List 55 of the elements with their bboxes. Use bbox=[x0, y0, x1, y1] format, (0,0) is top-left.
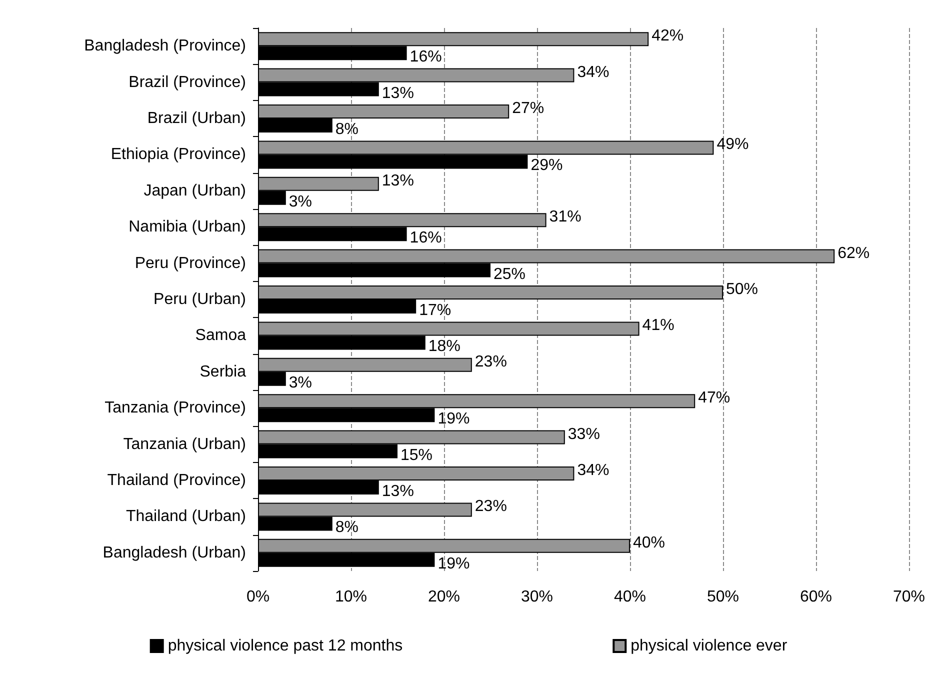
data-label: 15% bbox=[400, 446, 433, 464]
legend-label: physical violence past 12 months bbox=[168, 638, 403, 654]
data-label: 8% bbox=[335, 121, 359, 138]
x-tick-label: 30% bbox=[520, 588, 554, 606]
y-tick-label: Bangladesh (Urban) bbox=[102, 544, 246, 562]
data-label: 34% bbox=[577, 462, 610, 479]
data-label: 3% bbox=[288, 374, 312, 392]
legend-label: physical violence ever bbox=[630, 638, 788, 654]
data-label: 29% bbox=[530, 157, 563, 174]
y-tick-label: Tanzania (Province) bbox=[104, 400, 246, 417]
data-label: 13% bbox=[382, 84, 414, 102]
y-tick-label: Japan (Urban) bbox=[144, 182, 246, 200]
data-label: 42% bbox=[652, 28, 684, 45]
data-label: 13% bbox=[382, 483, 414, 500]
y-tick-label: Peru (Province) bbox=[134, 254, 246, 272]
x-tick-label: 70% bbox=[892, 588, 926, 606]
data-label: 62% bbox=[838, 244, 870, 262]
data-label: 23% bbox=[474, 353, 507, 370]
y-tick-label: Tanzania (Urban) bbox=[123, 436, 246, 453]
data-label: 19% bbox=[438, 410, 470, 428]
x-tick-label: 40% bbox=[614, 588, 646, 606]
y-tick-label: Namibia (Urban) bbox=[128, 218, 246, 236]
data-label: 23% bbox=[474, 498, 507, 516]
x-tick-label: 20% bbox=[428, 588, 460, 606]
y-tick-label: Samoa bbox=[195, 327, 246, 344]
data-label: 49% bbox=[716, 136, 749, 154]
data-label: 31% bbox=[549, 208, 582, 226]
data-label: 40% bbox=[633, 534, 666, 552]
data-label: 16% bbox=[410, 48, 442, 66]
x-tick-label: 60% bbox=[800, 588, 832, 606]
y-tick-label: Serbia bbox=[200, 363, 246, 380]
x-tick-label: 10% bbox=[334, 588, 368, 606]
y-tick-label: Bangladesh (Province) bbox=[84, 38, 246, 55]
y-tick-label: Brazil (Urban) bbox=[147, 110, 246, 127]
y-tick-label: Brazil (Province) bbox=[128, 74, 246, 91]
data-label: 33% bbox=[568, 426, 600, 443]
data-label: 3% bbox=[288, 193, 312, 210]
data-label: 8% bbox=[335, 519, 359, 536]
x-tick-label: 50% bbox=[706, 588, 740, 606]
data-label: 47% bbox=[698, 390, 730, 407]
data-label: 34% bbox=[577, 64, 610, 81]
y-tick-label: Thailand (Urban) bbox=[126, 508, 246, 526]
y-tick-label: Thailand (Province) bbox=[107, 472, 246, 489]
data-label: 41% bbox=[642, 317, 674, 334]
x-tick-label: 0% bbox=[246, 588, 270, 606]
y-tick-label: Ethiopia (Province) bbox=[110, 146, 246, 164]
y-tick-label: Peru (Urban) bbox=[154, 291, 246, 308]
data-label: 19% bbox=[438, 555, 470, 572]
data-label: 18% bbox=[428, 338, 460, 356]
data-label: 17% bbox=[419, 302, 452, 319]
data-label: 16% bbox=[410, 230, 442, 247]
data-label: 25% bbox=[494, 266, 526, 283]
data-label: 13% bbox=[382, 172, 414, 190]
data-label: 27% bbox=[512, 100, 544, 117]
data-label: 50% bbox=[726, 281, 758, 298]
